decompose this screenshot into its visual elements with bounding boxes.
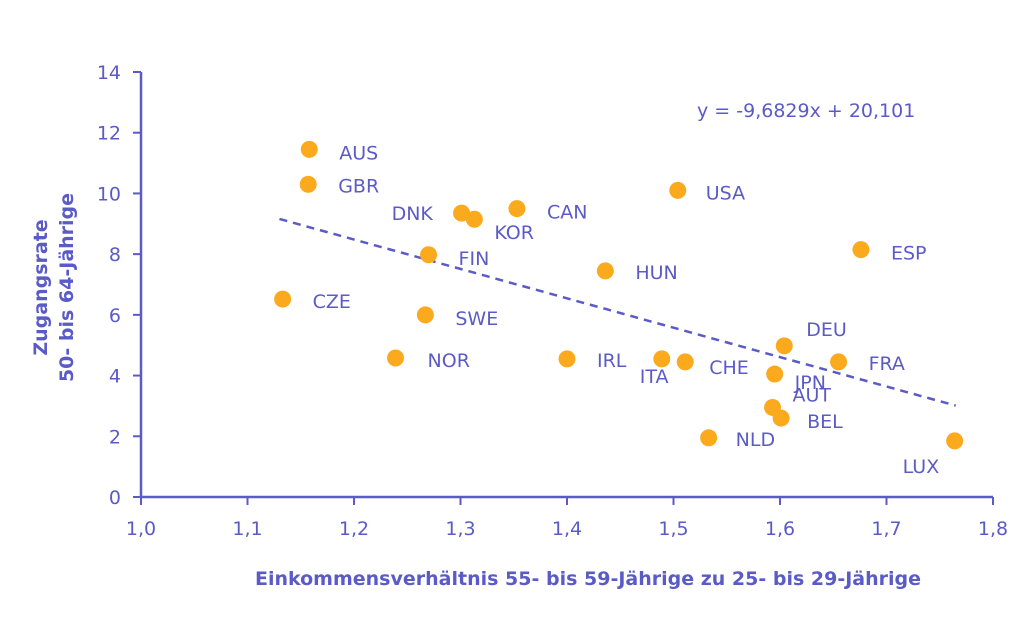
y-tick-label: 2: [109, 426, 121, 448]
point-label-nor: NOR: [428, 350, 470, 372]
point-label-fin: FIN: [459, 248, 490, 270]
y-axis-title: Zugangsrate 50- bis 64-Jährige: [30, 193, 78, 382]
data-point-lux: [946, 432, 964, 450]
data-point-bel: [772, 409, 790, 427]
data-point-usa: [669, 181, 687, 199]
point-label-deu: DEU: [806, 319, 847, 341]
point-label-cze: CZE: [313, 291, 351, 313]
point-label-lux: LUX: [903, 456, 940, 478]
point-label-can: CAN: [547, 202, 587, 224]
x-axis-title: Einkommensverhältnis 55- bis 59-Jährige …: [255, 568, 921, 590]
data-point-fra: [830, 353, 848, 371]
point-label-swe: SWE: [455, 308, 498, 330]
data-point-esp: [852, 241, 870, 259]
data-point-hun: [596, 262, 614, 280]
data-point-che: [676, 353, 694, 371]
point-label-nld: NLD: [736, 429, 775, 451]
point-label-dnk: DNK: [392, 203, 434, 225]
data-point-jpn: [766, 365, 784, 383]
data-point-nld: [700, 429, 718, 447]
data-point-irl: [558, 350, 576, 368]
point-label-che: CHE: [709, 357, 749, 379]
point-label-kor: KOR: [494, 222, 534, 244]
y-axis-title-line: 50- bis 64-Jährige: [56, 193, 78, 382]
data-point-aus: [300, 140, 318, 158]
point-label-aus: AUS: [339, 142, 378, 164]
y-axis-title-line: Zugangsrate: [30, 219, 52, 355]
data-point-nor: [387, 349, 405, 367]
y-tick-label: 8: [109, 244, 121, 266]
data-point-cze: [274, 290, 292, 308]
point-label-gbr: GBR: [338, 175, 379, 197]
point-label-hun: HUN: [635, 262, 677, 284]
point-label-fra: FRA: [869, 353, 905, 375]
x-tick-label: 1,1: [232, 518, 262, 540]
point-label-ita: ITA: [640, 366, 669, 388]
x-tick-label: 1,3: [445, 518, 475, 540]
y-tick-label: 0: [109, 487, 121, 509]
data-point-ita: [653, 350, 671, 368]
x-tick-label: 1,0: [126, 518, 156, 540]
x-tick-label: 1,4: [552, 518, 582, 540]
x-tick-label: 1,2: [339, 518, 369, 540]
data-point-fin: [420, 246, 438, 264]
y-tick-label: 6: [109, 305, 121, 327]
point-label-jpn: JPN: [794, 372, 826, 394]
x-tick-label: 1,7: [871, 518, 901, 540]
x-tick-label: 1,8: [978, 518, 1008, 540]
data-point-gbr: [299, 175, 317, 193]
x-tick-label: 1,6: [765, 518, 795, 540]
data-point-deu: [775, 337, 793, 355]
data-point-can: [508, 200, 526, 218]
point-label-aut: AUT: [793, 384, 832, 406]
point-label-irl: IRL: [597, 350, 627, 372]
point-label-esp: ESP: [891, 243, 927, 265]
data-point-dnk: [453, 204, 471, 222]
y-tick-label: 4: [109, 366, 121, 388]
trendline: [279, 217, 957, 407]
trendline-equation: y = -9,6829x + 20,101: [697, 100, 915, 122]
y-tick-label: 14: [97, 62, 121, 84]
point-label-bel: BEL: [807, 411, 843, 433]
data-point-swe: [416, 306, 434, 324]
x-tick-label: 1,5: [658, 518, 688, 540]
y-tick-label: 10: [97, 183, 121, 205]
y-tick-label: 12: [97, 123, 121, 145]
data-point-kor: [465, 210, 483, 228]
point-label-usa: USA: [706, 182, 745, 204]
